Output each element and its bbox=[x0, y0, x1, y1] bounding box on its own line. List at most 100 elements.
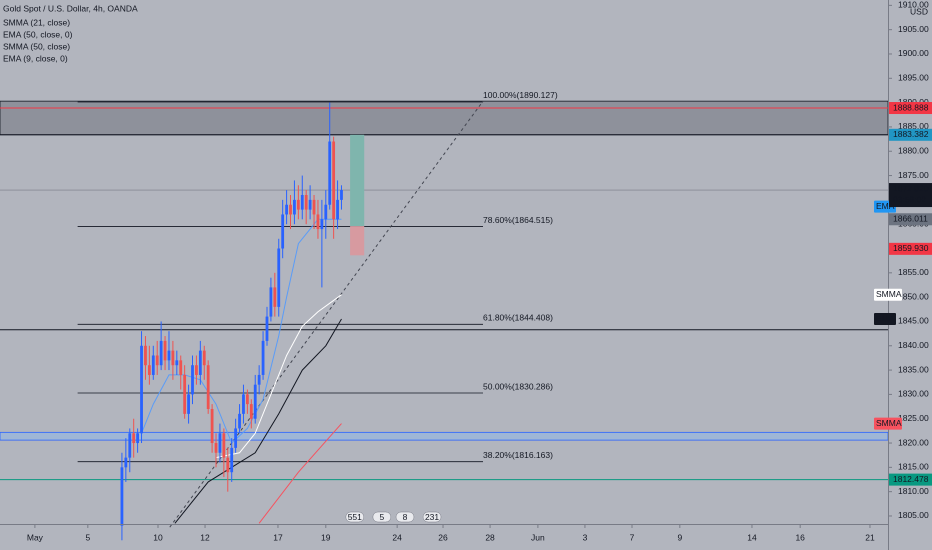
candle-body bbox=[289, 204, 292, 215]
candle-body bbox=[218, 433, 222, 453]
candle-body bbox=[253, 384, 257, 419]
legend-item: EMA (50, close, 0) bbox=[3, 29, 73, 39]
candle-body bbox=[179, 360, 183, 375]
x-tick-label: 26 bbox=[438, 532, 448, 542]
candle-body bbox=[136, 433, 140, 444]
candle-body bbox=[285, 204, 288, 215]
event-label: 8 bbox=[403, 512, 408, 522]
candle-body bbox=[195, 365, 198, 375]
candle-body bbox=[159, 340, 163, 366]
x-tick-label: 19 bbox=[321, 532, 331, 542]
y-tick-label: 1880.00 bbox=[898, 145, 929, 155]
candle-body bbox=[340, 190, 343, 200]
indicator-tag-box bbox=[874, 417, 902, 430]
indicator-tag: SMMA bbox=[876, 418, 902, 428]
y-tick-label: 1855.00 bbox=[898, 267, 929, 277]
candle-body bbox=[163, 340, 167, 361]
candle-body bbox=[175, 360, 179, 366]
indicator-tag: EMA bbox=[876, 313, 895, 323]
candle-body bbox=[151, 355, 155, 375]
fib-label: 50.00%(1830.286) bbox=[483, 381, 553, 391]
event-label: 551 bbox=[348, 512, 362, 522]
candle-body bbox=[171, 350, 175, 366]
candle-body bbox=[226, 457, 230, 473]
plot: 100.00%(1890.127) 78.60%(1864.515) 61.80%(… bbox=[0, 90, 889, 541]
candle-body bbox=[312, 199, 316, 215]
y-tick-label: 1895.00 bbox=[898, 73, 929, 83]
candle-body bbox=[132, 433, 136, 444]
price-label: 1859.930 bbox=[893, 243, 929, 253]
candle-body bbox=[316, 214, 320, 230]
candle-body bbox=[120, 467, 124, 526]
candle-body bbox=[300, 195, 304, 210]
moving-average bbox=[258, 423, 342, 524]
candle-body bbox=[261, 340, 265, 375]
indicator-tag: EMA bbox=[876, 201, 895, 211]
countdown: 03:59:02 bbox=[893, 194, 926, 204]
position-stop bbox=[350, 226, 365, 256]
current-price-box bbox=[889, 183, 932, 208]
candle-body bbox=[144, 345, 147, 366]
x-tick-label: 21 bbox=[865, 532, 875, 542]
legend-item: SMMA (50, close) bbox=[3, 41, 70, 51]
price-label-box bbox=[889, 128, 932, 141]
indicator-tag-box bbox=[874, 313, 896, 326]
candle-body bbox=[324, 204, 328, 220]
indicator-tag: SMMA bbox=[876, 289, 902, 299]
x-tick-label: 12 bbox=[200, 532, 210, 542]
symbol-title: Gold Spot / U.S. Dollar, 4h, OANDA bbox=[3, 3, 138, 13]
candle-body bbox=[238, 413, 241, 429]
x-tick-label: 10 bbox=[153, 532, 163, 542]
y-tick-label: 1840.00 bbox=[898, 340, 929, 350]
y-tick-label: 1830.00 bbox=[898, 389, 929, 399]
candle-body bbox=[332, 141, 336, 220]
event-label: 5 bbox=[379, 512, 384, 522]
candle-body bbox=[281, 214, 285, 249]
candle-body bbox=[191, 365, 194, 395]
candle-body bbox=[124, 457, 128, 468]
candle-body bbox=[202, 350, 206, 366]
candle-body bbox=[304, 195, 308, 210]
candle-body bbox=[187, 394, 190, 414]
fib-label: 100.00%(1890.127) bbox=[483, 90, 558, 100]
candle-body bbox=[265, 316, 269, 341]
price-label: 1883.382 bbox=[893, 129, 929, 139]
legend-item: SMMA (21, close) bbox=[3, 17, 70, 27]
candle-body bbox=[277, 248, 281, 307]
y-tick-label: 1825.00 bbox=[898, 413, 929, 423]
candle-body bbox=[155, 355, 159, 366]
y-tick-label: 1875.00 bbox=[898, 170, 929, 180]
y-tick-label: 1900.00 bbox=[898, 48, 929, 58]
fib-label: 61.80%(1844.408) bbox=[483, 313, 553, 323]
candle-body bbox=[245, 394, 249, 405]
price-label-box bbox=[889, 242, 932, 255]
y-tick-label: 1885.00 bbox=[898, 121, 929, 131]
candle-body bbox=[206, 365, 210, 409]
y-tick-label: 1835.00 bbox=[898, 364, 929, 374]
candle-body bbox=[234, 428, 238, 448]
x-tick-label: 24 bbox=[392, 532, 402, 542]
y-tick-label: 1910.00 bbox=[898, 0, 929, 10]
candle-body bbox=[269, 287, 273, 317]
candle-body bbox=[167, 350, 171, 361]
trendline bbox=[169, 100, 484, 528]
candle-body bbox=[293, 199, 296, 215]
x-tick-label: 28 bbox=[485, 532, 495, 542]
price-label-box bbox=[889, 473, 932, 486]
candle-body bbox=[336, 199, 339, 220]
x-tick-label: May bbox=[27, 532, 44, 542]
moving-average bbox=[215, 294, 342, 459]
candle-body bbox=[198, 350, 202, 375]
x-tick-label: 3 bbox=[583, 532, 588, 542]
y-tick-label: 1845.00 bbox=[898, 316, 929, 326]
y-tick-label: 1820.00 bbox=[898, 437, 929, 447]
price-label: 1812.478 bbox=[893, 474, 929, 484]
candle-body bbox=[230, 447, 234, 473]
event-flag bbox=[372, 511, 392, 523]
candle-body bbox=[242, 394, 245, 414]
fib-label: 78.60%(1864.515) bbox=[483, 215, 553, 225]
candle-body bbox=[257, 374, 261, 385]
